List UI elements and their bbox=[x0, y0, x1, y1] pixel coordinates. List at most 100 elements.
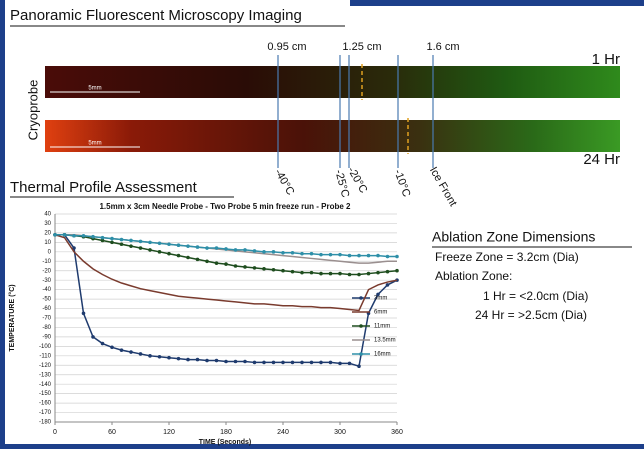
y-tick-label: -120 bbox=[39, 363, 52, 369]
point bbox=[129, 350, 133, 354]
point bbox=[110, 236, 114, 241]
section-title: Thermal Profile Assessment bbox=[10, 179, 198, 196]
point bbox=[148, 240, 152, 245]
point bbox=[91, 234, 95, 239]
point bbox=[148, 248, 152, 252]
y-tick-label: 30 bbox=[44, 221, 51, 227]
y-axis-label: TEMPERATURE (°C) bbox=[8, 284, 16, 351]
point bbox=[186, 244, 190, 248]
distance-label: 1.25 cm bbox=[342, 41, 381, 53]
x-tick-label: 360 bbox=[391, 429, 403, 436]
point bbox=[262, 267, 266, 271]
x-tick-label: 120 bbox=[163, 429, 175, 436]
point bbox=[243, 248, 247, 252]
y-tick-label: 0 bbox=[48, 249, 52, 255]
distance-label: 1.6 cm bbox=[426, 41, 459, 53]
point bbox=[167, 355, 171, 360]
point bbox=[195, 245, 200, 249]
point bbox=[148, 354, 152, 358]
point bbox=[214, 246, 219, 250]
point bbox=[376, 270, 380, 275]
point bbox=[395, 268, 399, 273]
point bbox=[157, 250, 162, 254]
point bbox=[347, 253, 352, 258]
point bbox=[100, 235, 105, 240]
y-tick-label: -110 bbox=[39, 353, 51, 359]
point bbox=[119, 237, 124, 242]
point bbox=[319, 360, 323, 365]
point bbox=[157, 354, 162, 359]
point bbox=[195, 257, 200, 262]
point bbox=[129, 244, 133, 248]
point bbox=[395, 254, 399, 259]
point bbox=[290, 269, 295, 274]
point bbox=[262, 360, 266, 365]
x-tick-label: 0 bbox=[53, 429, 57, 436]
legend-label: 3mm bbox=[374, 296, 387, 302]
scale-label: 5mm bbox=[88, 86, 101, 92]
y-tick-label: -40 bbox=[42, 287, 51, 293]
point bbox=[252, 266, 257, 270]
point bbox=[62, 233, 67, 237]
point bbox=[176, 253, 181, 258]
point bbox=[281, 268, 285, 273]
point bbox=[91, 335, 95, 339]
y-tick-label: -100 bbox=[39, 344, 52, 350]
point bbox=[347, 361, 352, 366]
point bbox=[72, 246, 76, 250]
point bbox=[271, 360, 276, 365]
y-tick-label: -90 bbox=[42, 334, 51, 340]
point bbox=[205, 246, 209, 250]
x-tick-label: 60 bbox=[108, 429, 116, 436]
point bbox=[290, 250, 295, 255]
point bbox=[72, 233, 76, 238]
point bbox=[233, 248, 238, 252]
dimensions-title: Ablation Zone Dimensions bbox=[432, 229, 595, 245]
point bbox=[195, 357, 200, 362]
point bbox=[338, 361, 342, 366]
y-tick-label: 40 bbox=[44, 212, 51, 218]
point bbox=[233, 359, 238, 364]
y-tick-label: -70 bbox=[42, 316, 51, 322]
point bbox=[224, 359, 228, 364]
point bbox=[300, 251, 304, 256]
point bbox=[262, 250, 266, 254]
point bbox=[110, 345, 114, 350]
point bbox=[252, 249, 257, 253]
border bbox=[0, 0, 5, 449]
point bbox=[338, 252, 342, 257]
y-tick-label: -30 bbox=[42, 278, 51, 284]
point bbox=[328, 271, 333, 276]
point bbox=[138, 352, 143, 356]
point bbox=[214, 261, 219, 265]
series-line bbox=[54, 234, 398, 312]
legend-label: 13.5mm bbox=[374, 338, 396, 344]
scale-label: 5mm bbox=[88, 141, 101, 147]
y-tick-label: -150 bbox=[39, 391, 52, 397]
point bbox=[110, 240, 114, 245]
point bbox=[100, 341, 105, 346]
y-tick-label: -60 bbox=[42, 306, 51, 312]
x-tick-label: 240 bbox=[277, 429, 289, 436]
chart-title: 1.5mm x 3cm Needle Probe - Two Probe 5 m… bbox=[99, 202, 351, 211]
point bbox=[214, 358, 219, 363]
y-tick-label: 20 bbox=[44, 230, 51, 236]
point bbox=[385, 269, 390, 274]
x-tick-label: 180 bbox=[220, 429, 232, 436]
dimensions-text: Freeze Zone = 3.2cm (Dia) bbox=[435, 250, 579, 264]
legend-label: 11mm bbox=[374, 324, 390, 330]
legend-marker bbox=[359, 324, 363, 328]
legend-marker bbox=[359, 296, 363, 300]
x-tick-label: 300 bbox=[334, 429, 346, 436]
point bbox=[376, 292, 380, 297]
point bbox=[224, 247, 228, 251]
point bbox=[157, 241, 162, 246]
point bbox=[300, 360, 304, 365]
point bbox=[176, 243, 181, 247]
point bbox=[224, 262, 228, 266]
side-label: Cryoprobe bbox=[25, 80, 40, 141]
distance-label: 0.95 cm bbox=[267, 41, 306, 53]
point bbox=[167, 251, 171, 256]
point bbox=[357, 253, 361, 258]
